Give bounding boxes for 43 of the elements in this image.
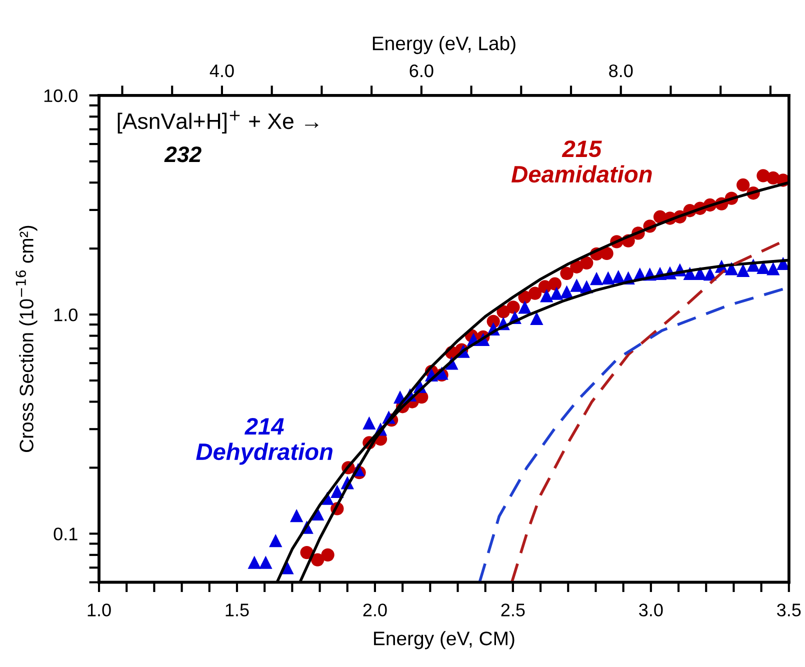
x-tick-label: 3.0 (639, 604, 663, 616)
x-tick-label: 3.5 (777, 604, 801, 616)
point (602, 271, 615, 284)
point (540, 289, 554, 302)
point (548, 277, 562, 290)
point (506, 300, 520, 314)
point (766, 262, 780, 276)
annotation: [AsnVal+H]$^{+}$ + Xe → (118, 110, 318, 134)
y-tick-label: 10.0 (44, 89, 78, 102)
x-axis-title: Energy (eV, CM) (374, 631, 514, 650)
y-axis-title: Cross Section (10$^{−16}$ cm²) (16, 226, 38, 452)
point (580, 256, 594, 270)
y-tick-label: 1.0 (54, 308, 78, 322)
x-tick-label: 2.0 (363, 604, 387, 616)
x2-tick-label: 4.0 (210, 64, 234, 78)
point (248, 556, 261, 569)
point (560, 285, 574, 298)
series-label: 215 Deamidation (512, 140, 652, 183)
x-tick-label: 2.5 (501, 604, 525, 616)
x2-axis-title: Energy (eV, Lab) (372, 36, 516, 54)
x2-tick-label: 8.0 (609, 64, 633, 78)
point (269, 534, 282, 548)
point (612, 270, 625, 284)
point (570, 278, 584, 292)
point (736, 264, 750, 277)
series-label: 214 Dehydration (196, 418, 332, 465)
point (528, 286, 542, 300)
annotation: 232 (164, 146, 202, 162)
point (550, 286, 564, 300)
point (560, 266, 574, 280)
point (362, 416, 376, 430)
y-tick-label: 0.1 (54, 528, 78, 540)
point (518, 300, 532, 314)
x-tick-label: 1.5 (226, 604, 249, 616)
x2-tick-label: 6.0 (410, 64, 434, 78)
point (530, 312, 544, 325)
point (590, 272, 604, 286)
x-tick-label: 1.0 (88, 604, 111, 616)
point (600, 246, 614, 260)
point (736, 178, 750, 192)
point (290, 508, 304, 522)
point (321, 548, 334, 562)
point (259, 556, 272, 569)
